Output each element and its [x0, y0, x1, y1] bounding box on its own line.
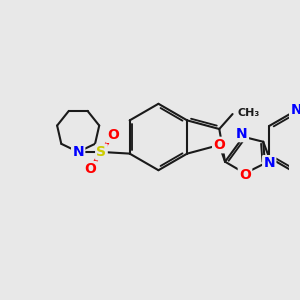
Text: N: N	[263, 156, 275, 170]
Text: S: S	[96, 145, 106, 159]
Text: N: N	[236, 127, 248, 141]
Text: N: N	[72, 145, 84, 159]
Text: O: O	[239, 168, 251, 182]
Text: O: O	[213, 138, 225, 152]
Text: O: O	[84, 162, 96, 176]
Text: O: O	[107, 128, 119, 142]
Text: N: N	[291, 103, 300, 117]
Text: CH₃: CH₃	[238, 108, 260, 118]
